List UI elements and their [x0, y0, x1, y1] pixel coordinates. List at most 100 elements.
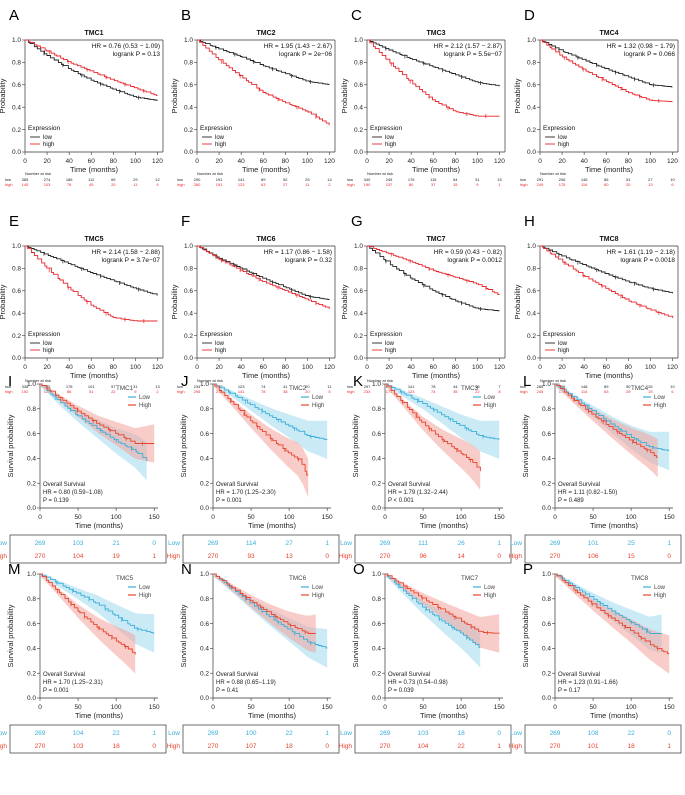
risk-count-low: 18	[458, 730, 466, 737]
y-tick-label: 0.2	[372, 670, 381, 677]
risk-table-box	[182, 724, 340, 754]
risk-count-high: 8	[498, 389, 501, 394]
x-tick-label: 20	[385, 158, 393, 165]
risk-table-box	[9, 534, 167, 564]
risk-table-box	[524, 724, 682, 754]
y-tick-label: 0.4	[27, 646, 36, 653]
p-value-text: P < 0.001	[388, 498, 414, 504]
risk-count-high: 80	[409, 182, 414, 187]
chart-title: TMC3	[426, 30, 445, 37]
risk-count-low: 29	[133, 177, 138, 182]
hr-text: HR = 1.61 (1.19 − 2.18)	[607, 249, 675, 256]
risk-count-high: 1	[152, 553, 156, 560]
x-tick-label: 100	[284, 704, 295, 711]
chart-title: TMC8	[631, 575, 649, 582]
confidence-band-low	[213, 384, 328, 459]
y-tick-label: 0.2	[527, 333, 536, 340]
legend-high-label: high	[385, 142, 396, 148]
risk-count-low: 269	[550, 730, 561, 737]
risk-count-high: 106	[588, 553, 599, 560]
chart-title: TMC2	[289, 385, 307, 392]
survival-curve-low	[385, 573, 481, 648]
x-tick-label: 80	[625, 364, 633, 371]
hr-text: HR = 2.14 (1.58 − 2.88)	[92, 249, 160, 256]
risk-count-high: 104	[73, 553, 84, 560]
risk-count-high: 20	[626, 182, 631, 187]
y-tick-label: 0.0	[372, 505, 381, 512]
risk-row-label-low: low	[347, 384, 353, 389]
risk-table-box	[182, 534, 340, 564]
x-tick-label: 60	[260, 364, 268, 371]
risk-count-high: 20	[111, 182, 116, 187]
overall-survival-label: Overall Survival	[558, 482, 600, 488]
y-tick-label: 0.6	[527, 288, 536, 295]
risk-table-box	[354, 724, 512, 754]
x-tick-label: 100	[302, 158, 313, 165]
panel-P: P 0 50 100 150 0.0 0.2 0.4 0.6 0.8 1.0 Time (months…	[509, 561, 682, 754]
legend-high-label: High	[654, 593, 666, 599]
risk-count-low: 178	[66, 384, 73, 389]
y-tick-label: 0.2	[184, 333, 193, 340]
y-tick-label: 0.2	[200, 670, 209, 677]
y-tick-label: 0.6	[12, 288, 21, 295]
survival-curve-low	[40, 383, 148, 462]
survival-curve-high	[25, 245, 158, 322]
y-tick-label: 0.6	[527, 82, 536, 89]
risk-count-low: 29	[305, 177, 310, 182]
risk-count-low: 111	[418, 540, 428, 547]
x-tick-label: 0	[553, 514, 557, 521]
y-tick-label: 1.0	[542, 571, 551, 578]
risk-count-high: 4	[156, 182, 159, 187]
risk-count-high: 103	[73, 743, 84, 750]
risk-count-high: 116	[581, 182, 588, 187]
y-tick-label: 0.6	[372, 621, 381, 628]
panel-letter: B	[181, 7, 191, 24]
risk-count-low: 22	[628, 730, 636, 737]
risk-count-high: 18	[628, 743, 636, 750]
risk-count-high: 29	[626, 389, 631, 394]
legend-low-label: Low	[654, 395, 666, 401]
x-tick-label: 120	[152, 158, 163, 165]
y-tick-label: 0.2	[354, 333, 363, 340]
risk-count-low: 31	[133, 384, 138, 389]
x-tick-label: 50	[589, 704, 597, 711]
x-axis-label: Time (months)	[585, 371, 634, 380]
risk-row-label-high: High	[509, 743, 523, 750]
x-tick-label: 80	[452, 158, 460, 165]
risk-count-high: 0	[497, 553, 501, 560]
x-tick-label: 60	[260, 158, 268, 165]
survival-curve-high	[213, 383, 309, 476]
y-tick-label: 0.4	[200, 646, 209, 653]
y-axis-label: Probability	[340, 284, 349, 319]
risk-row-label-low: Low	[0, 730, 7, 737]
y-tick-label: 0.4	[27, 456, 36, 463]
y-tick-label: 1.0	[354, 37, 363, 44]
risk-count-low: 89	[261, 177, 266, 182]
panel-I: I 0 50 100 150 0.0 0.2 0.4 0.6 0.8 1.0 Time (months…	[0, 373, 167, 564]
overall-survival-label: Overall Survival	[43, 672, 85, 678]
y-tick-label: 0.0	[372, 695, 381, 702]
risk-row-label-high: high	[177, 389, 185, 394]
risk-count-high: 191	[216, 182, 223, 187]
survival-curve-low	[540, 39, 673, 88]
risk-row-label-high: high	[5, 389, 13, 394]
risk-count-low: 141	[408, 384, 415, 389]
p-value-text: logrank P = 5.5e−07	[444, 51, 503, 58]
risk-count-low: 15	[497, 177, 502, 182]
risk-count-high: 22	[111, 389, 116, 394]
legend-high-label: high	[215, 348, 226, 354]
risk-count-high: 0	[152, 743, 156, 750]
y-tick-label: 0.6	[200, 621, 209, 628]
risk-count-high: 5	[328, 389, 331, 394]
risk-count-high: 76	[67, 182, 72, 187]
survival-curve-low	[25, 245, 158, 296]
hr-text: HR = 0.59 (0.43 − 0.82)	[434, 249, 502, 256]
y-tick-label: 1.0	[542, 381, 551, 388]
chart-title: TMC6	[289, 575, 307, 582]
overall-survival-label: Overall Survival	[388, 482, 430, 488]
risk-count-high: 38	[283, 389, 288, 394]
risk-count-low: 1	[152, 730, 156, 737]
risk-count-low: 86	[604, 177, 609, 182]
y-axis-label: Probability	[513, 284, 522, 319]
risk-count-high: 123	[238, 182, 245, 187]
